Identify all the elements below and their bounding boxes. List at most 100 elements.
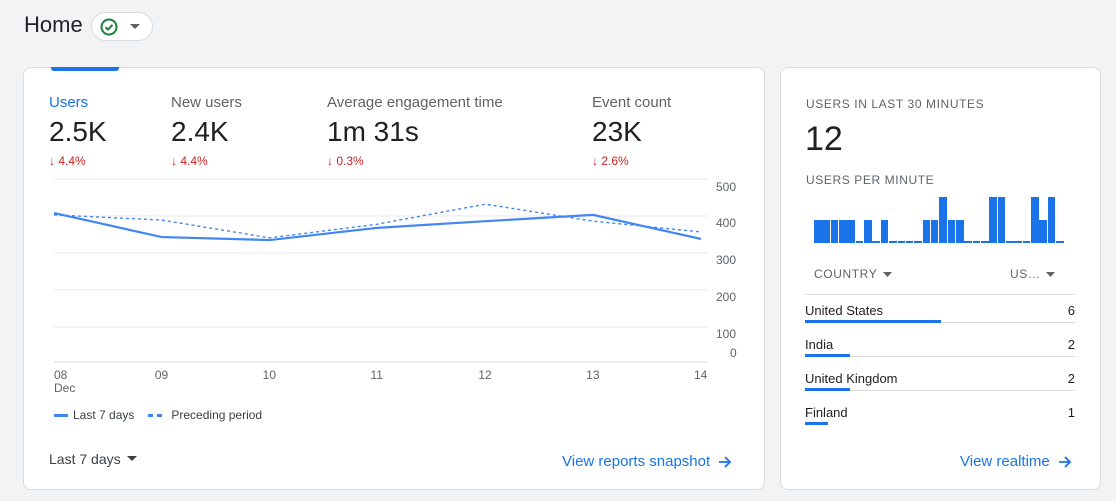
metric-tab[interactable]: New users 2.4K ↓ 4.4% <box>171 94 242 168</box>
x-tick: 10 <box>262 368 277 382</box>
arrow-right-icon <box>719 455 732 468</box>
minute-bar[interactable] <box>855 241 864 243</box>
metric-label: New users <box>171 94 242 111</box>
minute-bar[interactable] <box>964 241 972 243</box>
minute-bar[interactable] <box>1039 220 1048 243</box>
user-count: 2 <box>1067 371 1075 386</box>
metric-change: ↓ 4.4% <box>171 154 242 168</box>
share-bar <box>805 422 829 425</box>
minute-bar[interactable] <box>930 220 939 243</box>
minute-bar[interactable] <box>955 220 964 243</box>
arrow-down-icon: ↓ <box>327 154 337 168</box>
caret-down-icon <box>130 24 140 29</box>
x-tick: 12 <box>478 368 492 382</box>
arrow-down-icon: ↓ <box>592 154 602 168</box>
minute-bar[interactable] <box>1047 197 1056 243</box>
check-circle-icon <box>100 18 118 36</box>
legend-label: Last 7 days <box>73 408 135 422</box>
minute-bar[interactable] <box>814 220 822 243</box>
minute-bar[interactable] <box>1014 241 1022 243</box>
metric-value: 2.4K <box>171 116 229 147</box>
minute-bar[interactable] <box>839 220 847 243</box>
minute-bar[interactable] <box>822 220 830 243</box>
users-column-header[interactable]: US… <box>1010 267 1056 281</box>
metric-label: Users <box>49 94 89 111</box>
metric-tab[interactable]: Average engagement time 1m 31s ↓ 0.3% <box>327 94 503 168</box>
minute-bar[interactable] <box>914 241 922 243</box>
realtime-count: 12 <box>805 120 843 158</box>
x-tick: 13 <box>586 368 600 382</box>
minute-bar[interactable] <box>997 197 1006 243</box>
minute-bar[interactable] <box>1022 241 1031 243</box>
arrow-right-icon <box>1058 455 1072 468</box>
y-tick: 0 <box>730 346 737 360</box>
minute-bar[interactable] <box>847 220 855 243</box>
user-count: 6 <box>1067 303 1075 318</box>
chart-legend: Last 7 days Preceding period <box>54 408 262 422</box>
page-title: Home <box>24 12 83 37</box>
metric-tab[interactable]: Users 2.5K ↓ 4.4% <box>49 94 107 168</box>
country-column-header[interactable]: COUNTRY <box>814 267 893 281</box>
country-name: United States <box>805 303 884 318</box>
series-line-0 <box>53 211 702 242</box>
line-chart <box>53 178 708 363</box>
minute-bar[interactable] <box>864 220 872 243</box>
arrow-down-icon: ↓ <box>49 154 59 168</box>
realtime-title: USERS IN LAST 30 MINUTES <box>806 97 985 111</box>
minute-bar[interactable] <box>939 197 947 243</box>
share-bar <box>805 354 850 357</box>
divider <box>805 390 1075 391</box>
country-name: United Kingdom <box>805 371 898 386</box>
series-line-1 <box>53 203 702 239</box>
change-value: 4.4% <box>180 154 208 168</box>
view-realtime-link[interactable]: View realtime <box>960 453 1072 470</box>
link-label: View reports snapshot <box>562 453 711 470</box>
metric-change: ↓ 2.6% <box>592 154 671 168</box>
caret-down-icon <box>1046 271 1056 277</box>
view-reports-snapshot-link[interactable]: View reports snapshot <box>562 453 732 470</box>
column-label: US… <box>1010 267 1041 281</box>
minute-bar[interactable] <box>889 241 897 243</box>
minute-bar[interactable] <box>880 220 889 243</box>
metric-value: 23K <box>592 116 642 147</box>
minute-bar[interactable] <box>872 241 881 243</box>
country-name: Finland <box>805 405 848 420</box>
minute-bar[interactable] <box>1031 197 1039 243</box>
x-tick: 11 <box>370 368 383 382</box>
y-tick: 400 <box>716 216 737 230</box>
country-name: India <box>805 337 834 352</box>
change-value: 2.6% <box>601 154 629 168</box>
caret-down-icon <box>883 271 893 277</box>
metric-change: ↓ 4.4% <box>49 154 107 168</box>
minute-bar[interactable] <box>1006 241 1014 243</box>
user-count: 2 <box>1067 337 1075 352</box>
x-tick: 09 <box>154 368 169 382</box>
share-bar <box>805 388 850 391</box>
caret-down-icon <box>126 456 137 461</box>
minute-bar[interactable] <box>830 220 839 243</box>
status-dropdown[interactable] <box>91 12 153 41</box>
legend-dashed-swatch <box>148 413 165 417</box>
link-label: View realtime <box>960 453 1050 470</box>
metric-value: 2.5K <box>49 116 107 147</box>
users-per-minute-label: USERS PER MINUTE <box>806 173 935 187</box>
x-tick-month: Dec <box>54 381 76 395</box>
metric-tab[interactable]: Event count 23K ↓ 2.6% <box>592 94 671 168</box>
minute-bar[interactable] <box>989 197 997 243</box>
minute-bar[interactable] <box>981 241 989 243</box>
date-range-dropdown[interactable]: Last 7 days <box>49 451 137 467</box>
y-tick: 200 <box>716 290 737 304</box>
minute-bar[interactable] <box>897 241 906 243</box>
x-tick: 14 <box>694 368 708 382</box>
minute-bar[interactable] <box>947 220 956 243</box>
minute-bar[interactable] <box>905 241 914 243</box>
minute-bar[interactable] <box>972 241 981 243</box>
minute-bar[interactable] <box>1056 241 1064 243</box>
active-tab-indicator <box>51 67 119 71</box>
minute-bar[interactable] <box>922 220 931 243</box>
arrow-down-icon: ↓ <box>171 154 181 168</box>
metric-label: Average engagement time <box>327 94 503 111</box>
legend-label: Preceding period <box>171 408 263 422</box>
share-bar <box>805 320 941 323</box>
y-tick: 300 <box>716 253 737 267</box>
